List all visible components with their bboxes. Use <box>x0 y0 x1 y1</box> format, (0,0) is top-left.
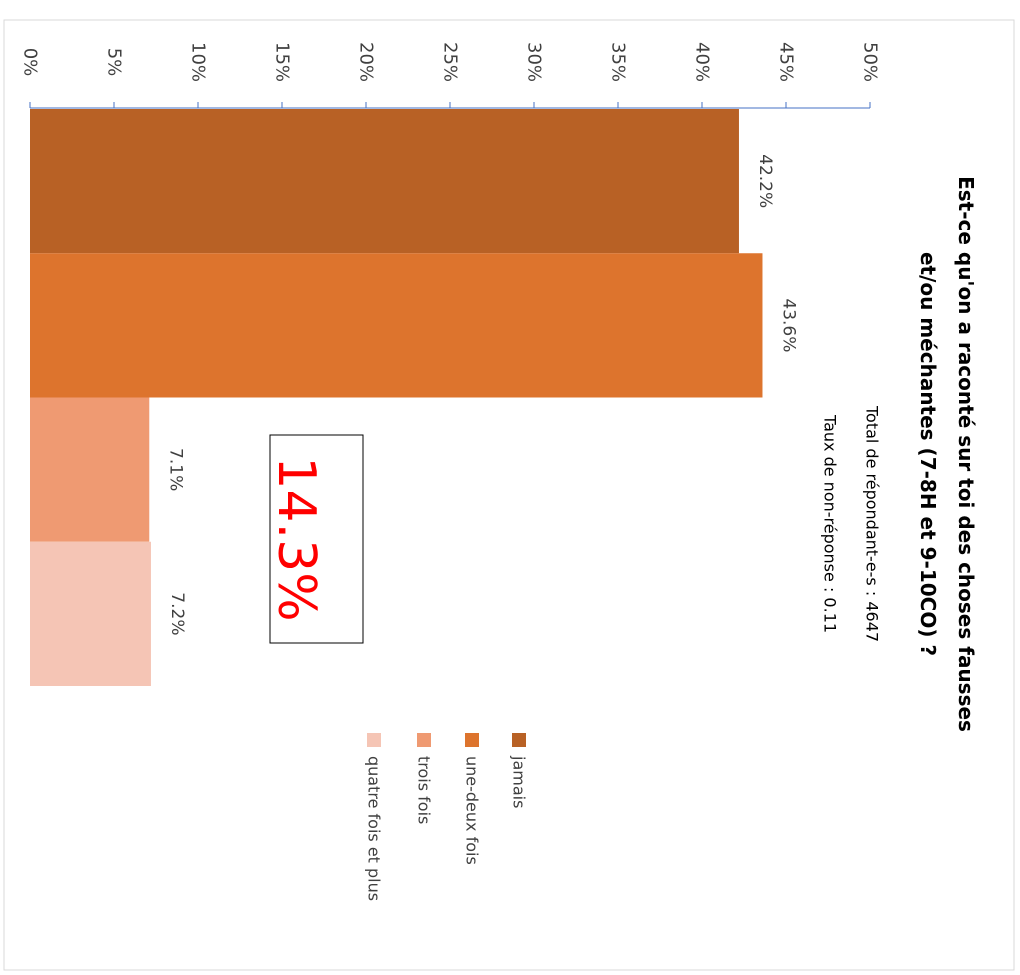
chart-title-line-1: Est-ce qu'on a raconté sur toi des chose… <box>954 176 978 732</box>
chart-subtitle-line-1: Total de répondant-e-s : 4647 <box>863 405 882 642</box>
bar-une-deux-fois <box>30 253 763 398</box>
legend-label: une-deux fois <box>463 756 482 865</box>
legend-label: quatre fois et plus <box>365 756 384 901</box>
axis-tick-label: 25% <box>440 42 461 82</box>
annotation-text: 14.3% <box>266 456 326 621</box>
axis-tick-label: 10% <box>188 42 209 82</box>
legend-swatch <box>512 733 526 747</box>
bar-jamais <box>30 109 739 254</box>
legend-label: trois fois <box>415 756 434 824</box>
axis-tick-label: 50% <box>860 42 881 82</box>
axis-tick-label: 0% <box>20 48 41 77</box>
axis-tick-label: 30% <box>524 42 545 82</box>
data-label: 7.1% <box>165 448 185 491</box>
axis-tick-label: 5% <box>104 48 125 77</box>
chart-subtitle-line-2: Taux de non-réponse : 0.11 <box>821 414 840 633</box>
axis-tick-label: 40% <box>692 42 713 82</box>
bar-series <box>30 109 763 686</box>
data-label: 7.2% <box>167 592 187 635</box>
data-label: 42.2% <box>755 154 775 208</box>
legend-label: jamais <box>510 755 529 808</box>
value-axis-ticks <box>29 102 871 108</box>
legend: jamais une-deux fois trois fois quatre fois… <box>365 733 529 901</box>
chart-title-line-2: et/ou méchantes (7-8H et 9-10CO) ? <box>916 252 940 656</box>
axis-tick-label: 35% <box>608 42 629 82</box>
legend-swatch <box>417 733 431 747</box>
bar-quatre-fois-et-plus <box>30 541 151 686</box>
axis-tick-label: 20% <box>356 42 377 82</box>
legend-swatch <box>367 733 381 747</box>
annotation-box <box>269 434 364 644</box>
bar-trois-fois <box>30 397 150 542</box>
legend-swatch <box>465 733 479 747</box>
axis-tick-label: 15% <box>272 42 293 82</box>
axis-tick-label: 45% <box>776 42 797 82</box>
data-labels: 42.2% 43.6% 7.1% 7.2% <box>165 154 798 635</box>
value-axis-tick-labels: 0% 5% 10% 15% 20% 25% 30% 35% 40% 45% 50% <box>20 42 881 82</box>
data-label: 43.6% <box>778 298 798 352</box>
